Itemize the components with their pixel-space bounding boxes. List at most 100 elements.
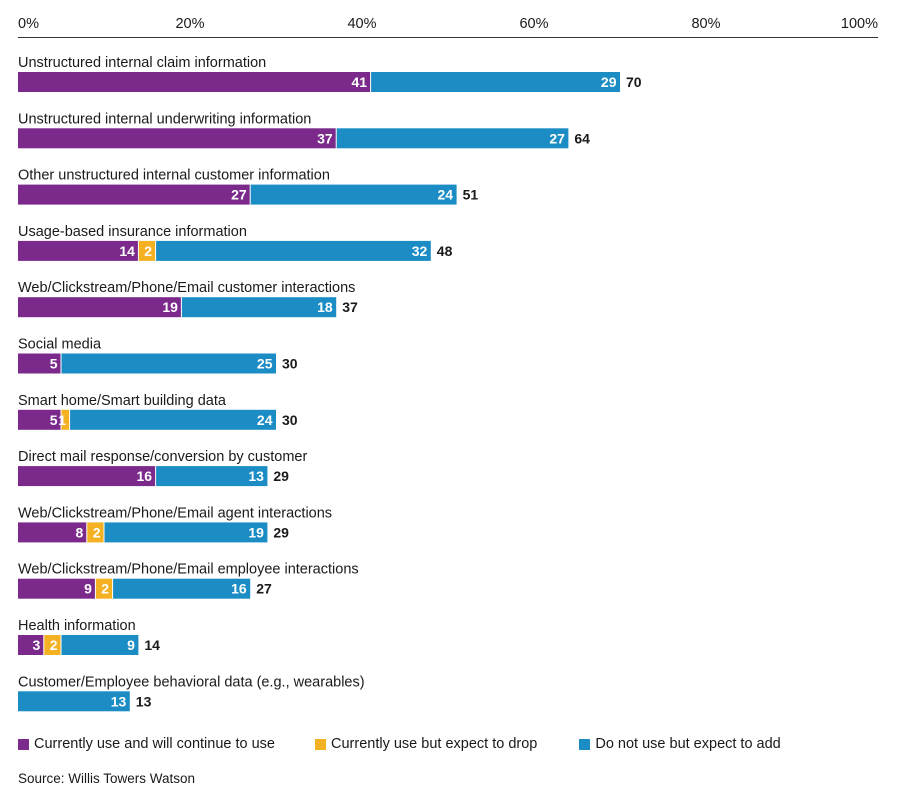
legend-label-drop: Currently use but expect to drop <box>331 736 538 752</box>
segment-value-label: 9 <box>127 637 135 653</box>
segment-value-label: 9 <box>84 581 92 597</box>
stacked-bar-chart: 0% 20% 40% 60% 80% 100% Unstructured internal… <box>18 16 878 712</box>
bar-row: Customer/Employee behavioral data (e.g.,… <box>18 674 365 712</box>
bar-segment-currently-use-but-expect-to-drop <box>43 635 61 655</box>
bar-segment-currently-use-and-will-continue-to-use <box>18 128 337 149</box>
legend-swatch-add <box>579 738 591 750</box>
segment-value-label: 27 <box>231 187 247 203</box>
segment-value-label: 2 <box>93 524 101 540</box>
category-label: Health information <box>18 618 136 634</box>
bar-row: Unstructured internal claim information 4… <box>18 55 642 92</box>
bar-segment-currently-use-and-will-continue-to-use <box>18 578 96 599</box>
category-label: Unstructured internal underwriting infor… <box>18 111 311 127</box>
bar-segment-do-not-use-but-expect-to-add <box>104 522 268 543</box>
category-label: Direct mail response/conversion by custo… <box>18 449 307 465</box>
segment-value-label: 37 <box>317 130 333 146</box>
bar-segment-do-not-use-but-expect-to-add <box>336 128 569 149</box>
legend-item-continue: Currently use and will continue to use <box>18 736 275 752</box>
segment-value-label: 16 <box>231 581 247 597</box>
bar-segment-currently-use-but-expect-to-drop <box>95 578 113 599</box>
category-label: Social media <box>18 337 102 353</box>
bar-row: Smart home/Smart building data 5 1 24 30 <box>18 393 298 430</box>
bar-segment-do-not-use-but-expect-to-add <box>69 409 276 430</box>
x-tick-label: 0% <box>18 16 39 32</box>
bar-segment-do-not-use-but-expect-to-add <box>61 353 276 374</box>
bar-row: Other unstructured internal customer inf… <box>18 168 478 205</box>
category-label: Web/Clickstream/Phone/Email employee int… <box>18 562 359 578</box>
total-value-label: 64 <box>574 130 590 146</box>
segment-value-label: 13 <box>248 468 264 484</box>
category-label: Customer/Employee behavioral data (e.g.,… <box>18 674 365 690</box>
total-value-label: 37 <box>342 299 358 315</box>
bar-segment-do-not-use-but-expect-to-add <box>112 578 251 599</box>
category-label: Web/Clickstream/Phone/Email agent intera… <box>18 505 332 521</box>
bar-row: Usage-based insurance information 14 2 32 48 <box>18 224 453 261</box>
category-label: Usage-based insurance information <box>18 224 247 240</box>
bar-row: Health information 3 2 9 14 <box>18 618 160 655</box>
bar-row: Unstructured internal underwriting infor… <box>18 111 590 149</box>
legend-item-drop: Currently use but expect to drop <box>315 736 537 752</box>
bar-segment-do-not-use-but-expect-to-add <box>250 184 457 205</box>
segment-value-label: 19 <box>162 299 178 315</box>
segment-value-label: 2 <box>144 243 152 259</box>
x-tick-label: 80% <box>691 16 720 32</box>
segment-value-label: 2 <box>101 581 109 597</box>
total-value-label: 14 <box>144 637 160 653</box>
category-label: Unstructured internal claim information <box>18 55 266 71</box>
total-value-label: 29 <box>273 524 289 540</box>
segment-value-label: 5 <box>50 412 58 428</box>
bar-row: Web/Clickstream/Phone/Email customer int… <box>18 280 358 318</box>
total-value-label: 30 <box>282 356 298 372</box>
bar-segment-currently-use-but-expect-to-drop <box>138 240 156 261</box>
segment-value-label: 2 <box>50 637 58 653</box>
segment-value-label: 27 <box>549 130 565 146</box>
x-tick-label: 60% <box>519 16 548 32</box>
segment-value-label: 3 <box>33 637 41 653</box>
x-tick-label: 100% <box>841 16 878 32</box>
segment-value-label: 13 <box>111 693 127 709</box>
bar-segment-currently-use-and-will-continue-to-use <box>18 297 182 318</box>
bar-segment-do-not-use-but-expect-to-add <box>61 635 139 655</box>
bar-segment-currently-use-but-expect-to-drop <box>61 409 70 430</box>
bar-segment-do-not-use-but-expect-to-add <box>370 72 620 92</box>
segment-value-label: 8 <box>76 524 84 540</box>
bar-segment-do-not-use-but-expect-to-add <box>18 691 130 712</box>
legend-label-continue: Currently use and will continue to use <box>34 736 275 752</box>
segment-value-label: 32 <box>412 243 428 259</box>
segment-value-label: 24 <box>438 187 454 203</box>
bar-row: Direct mail response/conversion by custo… <box>18 449 307 487</box>
bar-row: Social media 5 25 30 <box>18 337 298 374</box>
bar-segment-currently-use-but-expect-to-drop <box>86 522 104 543</box>
legend-label-add: Do not use but expect to add <box>595 736 781 752</box>
total-value-label: 29 <box>273 468 289 484</box>
total-value-label: 27 <box>256 581 272 597</box>
bar-row: Web/Clickstream/Phone/Email agent intera… <box>18 505 332 543</box>
segment-value-label: 25 <box>257 356 273 372</box>
total-value-label: 30 <box>282 412 298 428</box>
bar-segment-currently-use-and-will-continue-to-use <box>18 409 61 430</box>
segment-value-label: 14 <box>119 243 135 259</box>
x-axis: 0% 20% 40% 60% 80% 100% <box>18 16 878 38</box>
bar-segment-currently-use-and-will-continue-to-use <box>18 635 44 655</box>
bar-row: Web/Clickstream/Phone/Email employee int… <box>18 562 359 599</box>
bar-segment-currently-use-and-will-continue-to-use <box>18 466 156 487</box>
total-value-label: 48 <box>437 243 453 259</box>
bar-segment-currently-use-and-will-continue-to-use <box>18 72 371 92</box>
bar-segment-currently-use-and-will-continue-to-use <box>18 184 251 205</box>
legend-item-add: Do not use but expect to add <box>579 736 781 752</box>
bar-segment-currently-use-and-will-continue-to-use <box>18 240 139 261</box>
bar-segment-do-not-use-but-expect-to-add <box>155 240 431 261</box>
segment-value-label: 16 <box>137 468 153 484</box>
category-label: Other unstructured internal customer inf… <box>18 168 330 184</box>
legend-swatch-continue <box>18 738 29 750</box>
legend-swatch-drop <box>315 738 326 750</box>
category-label: Smart home/Smart building data <box>18 393 227 409</box>
chart-rows: Unstructured internal claim information 4… <box>18 55 642 712</box>
segment-value-label: 18 <box>317 299 333 315</box>
legend: Currently use and will continue to use C… <box>18 736 821 752</box>
bar-segment-currently-use-and-will-continue-to-use <box>18 522 87 543</box>
source-note: Source: Willis Towers Watson <box>18 771 196 786</box>
bar-segment-currently-use-and-will-continue-to-use <box>18 353 61 374</box>
segment-value-label: 1 <box>58 412 66 428</box>
segment-value-label: 29 <box>601 74 617 90</box>
